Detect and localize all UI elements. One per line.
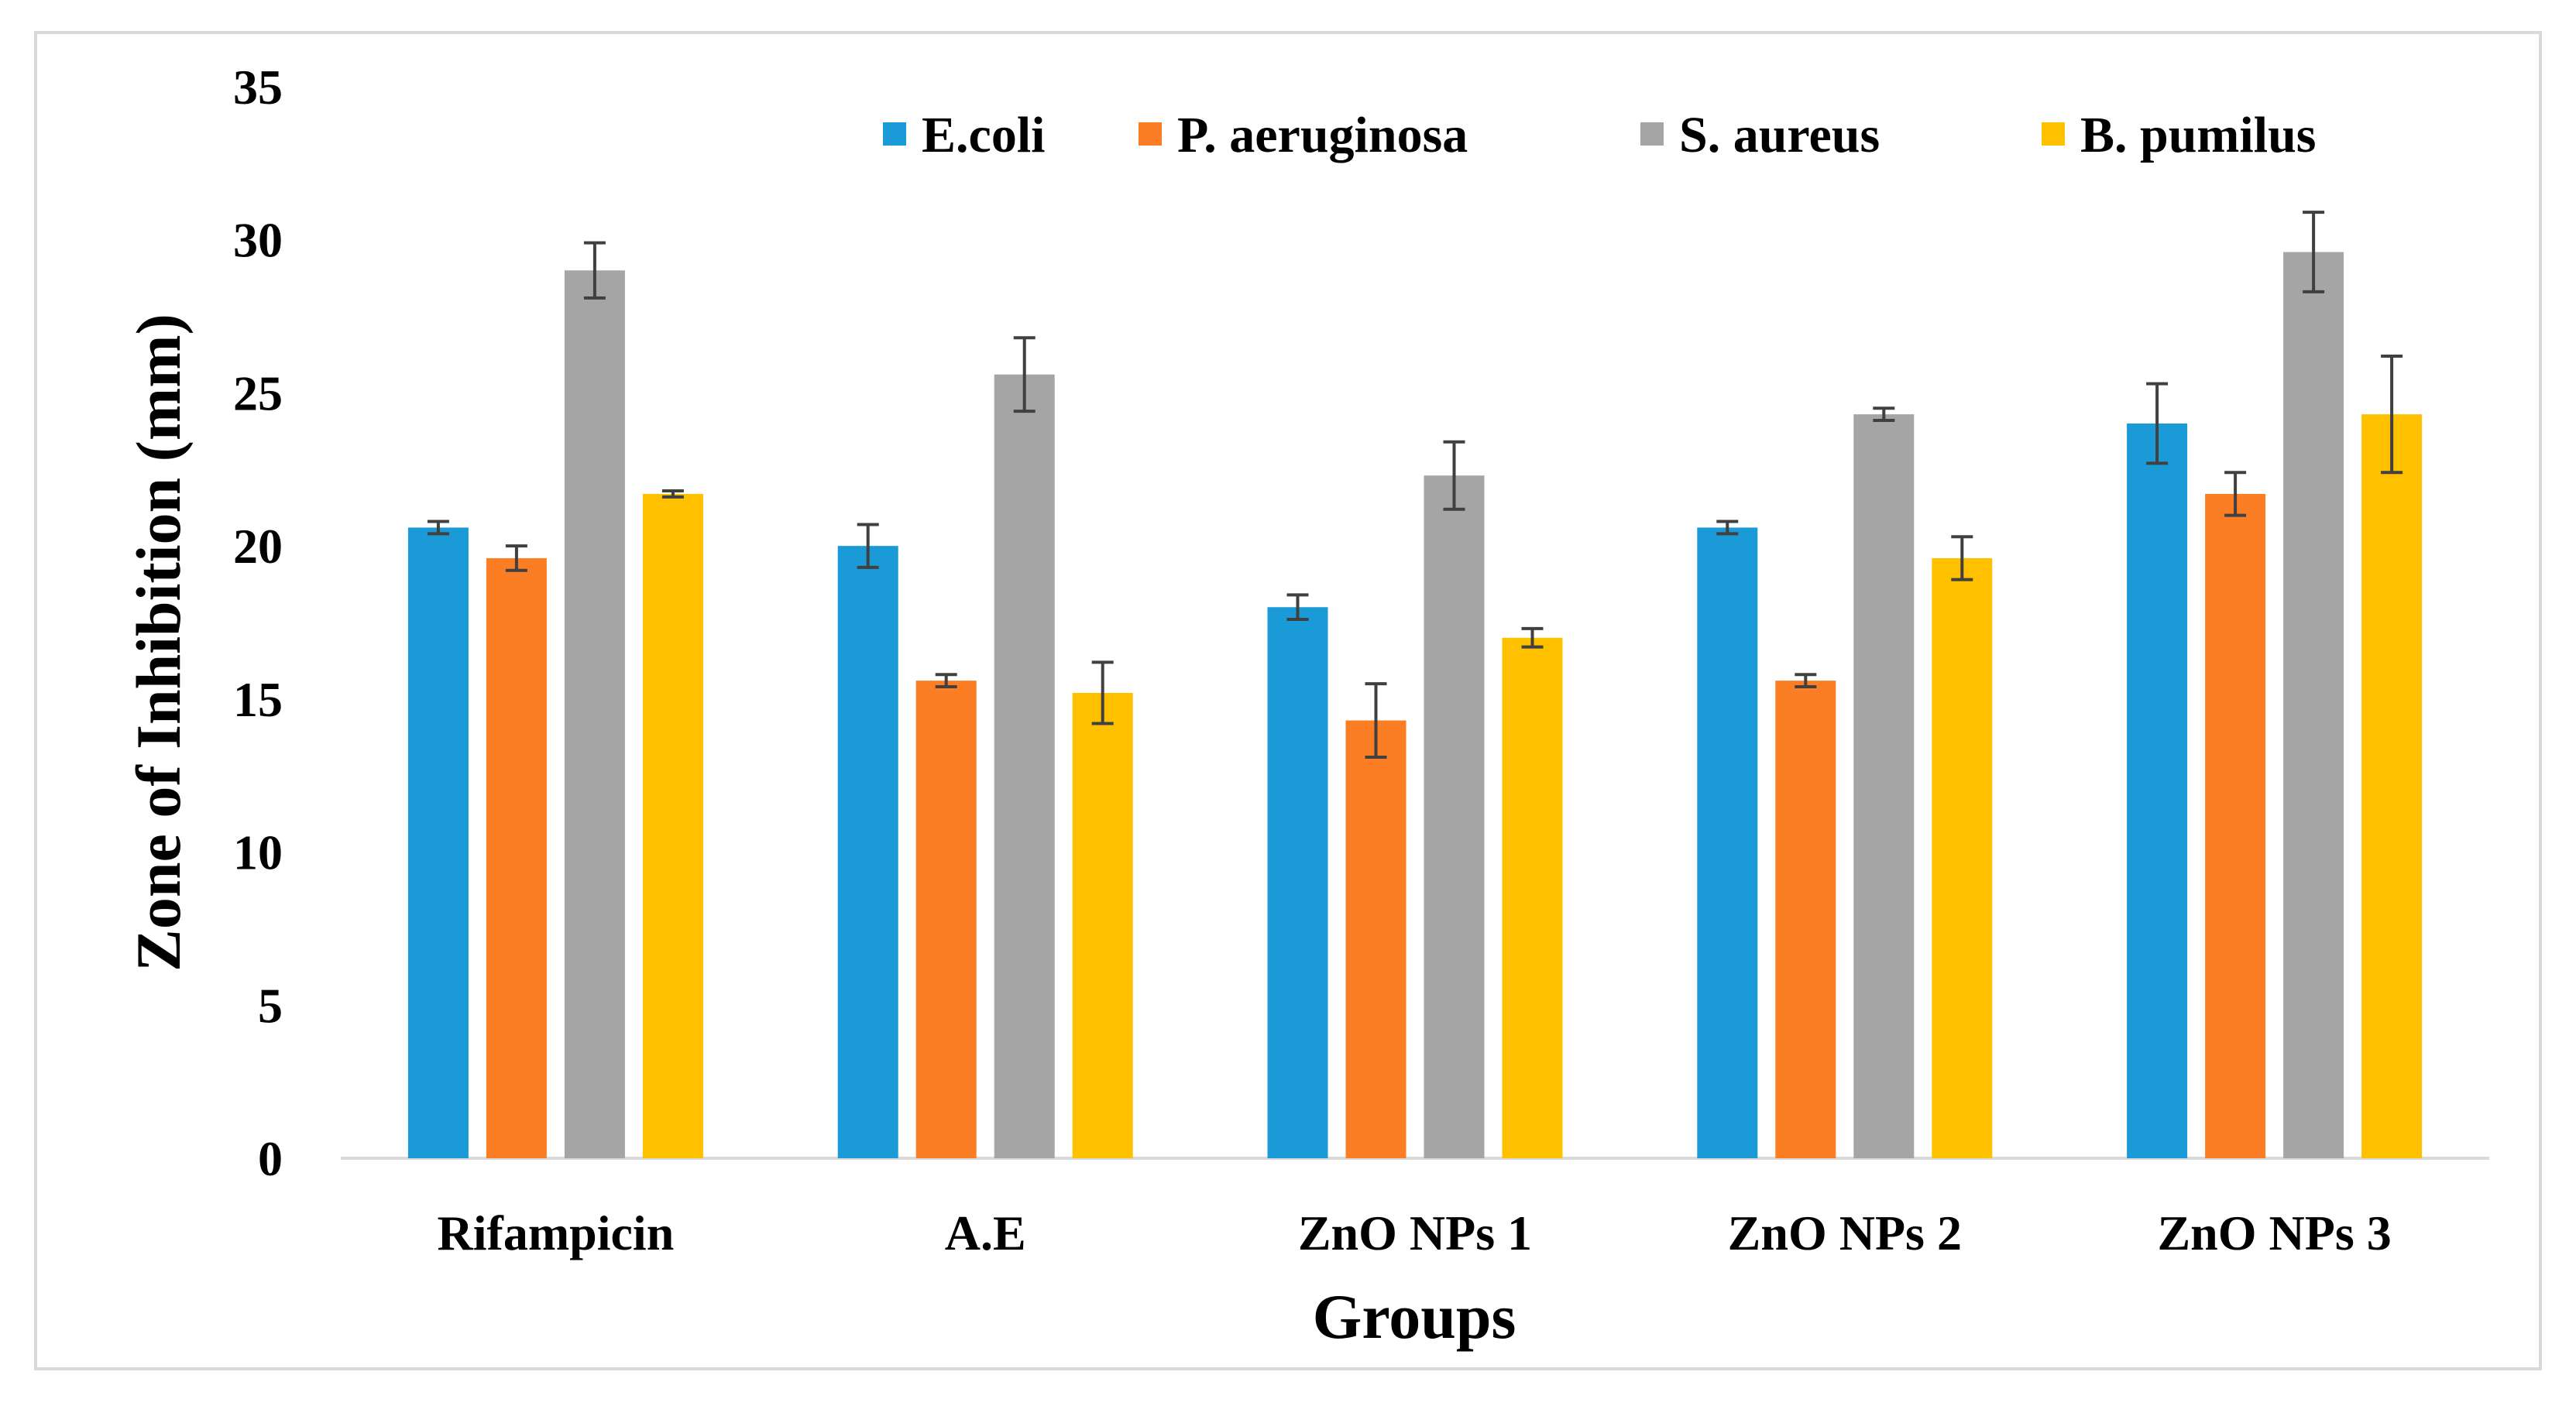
error-bar [935,673,957,689]
bar-s-aureus-1 [994,374,1055,1158]
error-bars [427,211,2403,759]
error-bar [1951,535,1973,581]
error-bar [583,241,606,300]
error-bar [427,520,449,536]
y-tick-label: 5 [258,978,283,1033]
bar-b-pumilus-4 [2361,414,2423,1158]
legend-item: E.coli [883,107,1046,163]
error-bar [857,523,879,569]
x-tick-label: ZnO NPs 2 [1728,1205,1962,1260]
y-tick-label: 0 [258,1131,283,1186]
y-tick-label: 15 [233,672,283,727]
legend-label: E.coli [922,107,1046,163]
bar-e-coli-0 [407,527,469,1158]
x-tick-label: Rifampicin [438,1205,675,1260]
error-bar [1795,673,1817,689]
legend-item: B. pumilus [2042,107,2316,163]
legend-item: P. aeruginosa [1139,107,1468,163]
error-bar [1443,440,1465,511]
error-bar [1716,520,1739,536]
legend-label: S. aureus [1679,107,1880,163]
x-tick-label: ZnO NPs 3 [2157,1205,2391,1260]
bar-s-aureus-4 [2283,252,2344,1158]
error-bar [2303,211,2325,293]
error-bar [1091,660,1114,725]
error-bar [1286,593,1309,622]
legend-swatch [883,122,906,146]
x-axis-ticks: Rifampicin A.E ZnO NPs 1 ZnO NPs 2 ZnO NPs 3 [438,1205,2392,1260]
legend-item: S. aureus [1640,107,1880,163]
y-tick-label: 10 [233,825,283,880]
error-bar [1013,336,1036,413]
bar-s-aureus-3 [1853,414,1915,1158]
error-bar [2146,382,2169,465]
bar-p-aeruginosa-4 [2205,493,2266,1158]
y-axis-ticks: 0 5 10 15 20 25 30 35 [233,60,283,1186]
legend-swatch [2042,122,2065,146]
legend-label: P. aeruginosa [1177,107,1468,163]
error-bar [661,489,684,499]
bar-p-aeruginosa-2 [1345,720,1406,1158]
y-tick-label: 35 [233,60,283,115]
bar-e-coli-1 [837,546,898,1158]
y-tick-label: 30 [233,213,283,268]
bar-e-coli-4 [2127,423,2188,1158]
bar-b-pumilus-0 [642,493,703,1158]
error-bar [2224,471,2247,517]
error-bar [1873,406,1895,423]
bar-p-aeruginosa-3 [1775,681,1836,1158]
error-bar [1521,626,1544,649]
bar-p-aeruginosa-1 [915,681,977,1158]
error-bar [505,544,527,572]
bar-p-aeruginosa-0 [486,557,547,1158]
bar-b-pumilus-3 [1932,557,1993,1158]
bar-b-pumilus-2 [1502,637,1563,1158]
y-tick-label: 25 [233,365,283,420]
legend-swatch [1640,122,1664,146]
legend: E.coli P. aeruginosa S. aureus B. pumilus [883,107,2316,163]
error-bar [1365,682,1387,759]
bar-b-pumilus-1 [1072,692,1133,1158]
x-tick-label: A.E [945,1205,1026,1260]
bar-s-aureus-2 [1424,475,1485,1158]
legend-swatch [1139,122,1162,146]
legend-label: B. pumilus [2080,107,2316,163]
y-axis-title: Zone of Inhibition (mm) [123,314,194,972]
x-axis-title: Groups [1313,1281,1516,1352]
bar-e-coli-2 [1267,607,1328,1158]
bar-s-aureus-0 [564,270,625,1159]
y-tick-label: 20 [233,519,283,574]
x-tick-label: ZnO NPs 1 [1298,1205,1532,1260]
error-bar [2381,354,2403,475]
bar-e-coli-3 [1697,527,1758,1158]
bars [407,252,2423,1159]
